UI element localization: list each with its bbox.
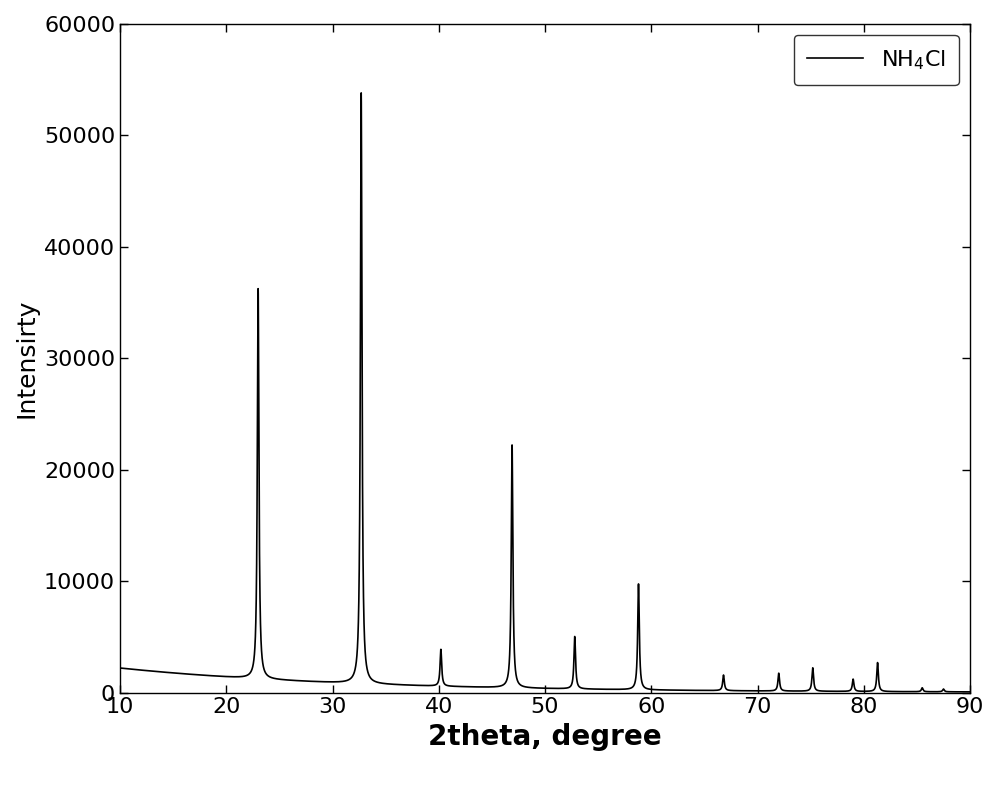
NH$_4$Cl — [791, 686, 803, 696]
Line: NH$_4$Cl: NH$_4$Cl — [120, 93, 970, 692]
NH$_4$Cl — [198, 671, 210, 680]
Y-axis label: Intensirty: Intensirty — [14, 298, 38, 418]
X-axis label: 2theta, degree: 2theta, degree — [428, 723, 662, 751]
NH$_4$Cl — [114, 663, 126, 673]
NH$_4$Cl — [869, 683, 881, 693]
NH$_4$Cl — [930, 687, 942, 696]
NH$_4$Cl — [964, 687, 976, 696]
Legend: NH$_4$Cl: NH$_4$Cl — [794, 35, 959, 85]
NH$_4$Cl — [812, 685, 824, 695]
NH$_4$Cl — [329, 677, 341, 686]
NH$_4$Cl — [355, 88, 367, 98]
